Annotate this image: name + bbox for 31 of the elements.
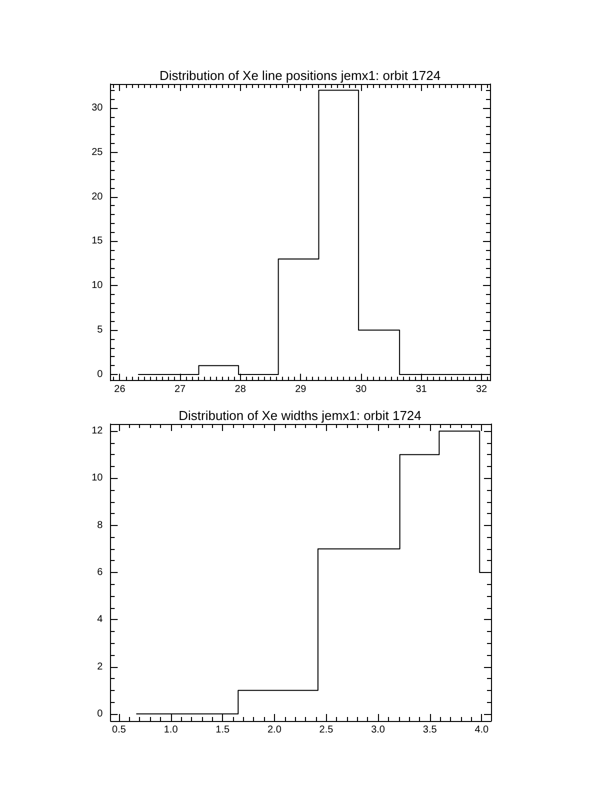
y-tick-label: 0 [97, 708, 104, 720]
x-tick-label: 31 [416, 384, 428, 396]
y-tick-label: 0 [97, 368, 104, 380]
y-tick-label: 5 [97, 324, 104, 336]
x-tick-label: 3.0 [371, 724, 386, 736]
y-tick-label: 8 [97, 520, 104, 531]
y-tick-label: 6 [97, 567, 104, 578]
y-tick-label: 15 [92, 236, 104, 247]
x-tick-label: 30 [355, 384, 367, 396]
x-tick-label: 27 [174, 384, 186, 396]
y-tick-label: 25 [92, 146, 104, 158]
chart-title: Distribution of Xe widths jemx1: orbit 1724 [178, 408, 422, 423]
y-tick-label: 30 [92, 102, 104, 114]
x-tick-label: 1.0 [164, 724, 178, 736]
chart-title: Distribution of Xe line positions jemx1: orbit 1724 [159, 68, 441, 83]
x-tick-label: 2.0 [267, 724, 282, 736]
y-tick-label: 10 [92, 472, 104, 484]
x-tick-label: 32 [476, 384, 488, 396]
x-tick-label: 28 [234, 384, 246, 396]
y-tick-label: 4 [97, 614, 104, 626]
y-tick-label: 20 [92, 191, 104, 202]
x-tick-label: 3.5 [422, 724, 438, 736]
y-tick-label: 10 [92, 280, 104, 292]
x-tick-label: 1.5 [216, 724, 230, 736]
x-tick-label: 4.0 [474, 724, 490, 736]
x-tick-label: 2.5 [319, 724, 334, 736]
y-tick-label: 12 [92, 426, 104, 437]
x-tick-label: 0.5 [112, 724, 126, 736]
y-tick-label: 2 [97, 661, 104, 672]
x-tick-label: 26 [114, 384, 126, 396]
x-tick-label: 29 [295, 384, 307, 396]
